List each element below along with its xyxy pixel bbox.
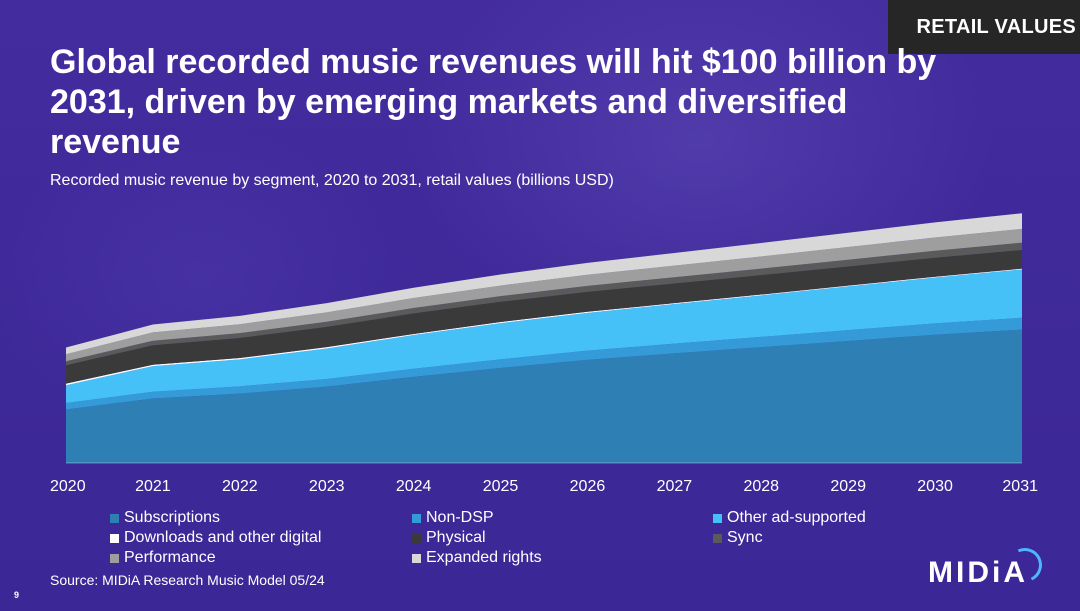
page-number: 9 (14, 590, 20, 600)
legend-label: Expanded rights (426, 549, 542, 566)
legend-label: Subscriptions (124, 509, 221, 526)
x-tick-label: 2029 (830, 478, 866, 495)
legend-label: Performance (124, 549, 216, 566)
legend-item: Downloads and other digital (110, 528, 321, 548)
section-tag: RETAIL VALUES (888, 0, 1080, 54)
legend-label: Other ad-supported (727, 509, 866, 526)
legend-label: Physical (426, 529, 486, 546)
area-physical (66, 249, 1022, 384)
x-tick-label: 2020 (50, 478, 86, 495)
x-tick-label: 2028 (743, 478, 779, 495)
legend-swatch (110, 533, 119, 543)
x-tick-label: 2021 (135, 478, 171, 495)
x-tick-label: 2024 (396, 478, 432, 495)
area-expanded-rights (66, 213, 1022, 355)
area-subscriptions (66, 329, 1022, 463)
x-tick-label: 2026 (570, 478, 606, 495)
legend-item: Performance (110, 548, 216, 568)
area-non-dsp (66, 317, 1022, 410)
x-tick-label: 2025 (483, 478, 519, 495)
legend-swatch (110, 553, 119, 563)
legend-swatch (713, 513, 722, 523)
chart-legend: Subscriptions Non-DSP Other ad-supported Do… (110, 508, 910, 570)
x-axis-ticks: 2020 2021 2022 2023 2024 2025 2026 2027 2028 2029… (50, 478, 1038, 495)
chart-subtitle: Recorded music revenue by segment, 2020 … (50, 172, 614, 189)
x-tick-label: 2023 (309, 478, 345, 495)
legend-label: Sync (727, 529, 763, 546)
area-performance (66, 228, 1022, 362)
legend-item: Physical (412, 528, 486, 548)
x-tick-label: 2030 (917, 478, 953, 495)
area-other-ad-supported (66, 269, 1022, 404)
legend-swatch (412, 513, 421, 523)
legend-item: Expanded rights (412, 548, 542, 568)
legend-item: Other ad-supported (713, 508, 866, 528)
legend-swatch (110, 513, 119, 523)
legend-item: Non-DSP (412, 508, 494, 528)
x-tick-label: 2022 (222, 478, 258, 495)
area-sync (66, 242, 1022, 366)
legend-item: Sync (713, 528, 763, 548)
x-tick-label: 2027 (657, 478, 693, 495)
legend-label: Non-DSP (426, 509, 494, 526)
legend-label: Downloads and other digital (124, 529, 322, 546)
midia-logo: MIDiA (928, 556, 1028, 589)
legend-swatch (412, 553, 421, 563)
legend-item: Subscriptions (110, 508, 220, 528)
x-tick-label: 2031 (1002, 478, 1038, 495)
page-title: Global recorded music revenues will hit … (50, 43, 937, 161)
legend-swatch (713, 533, 722, 543)
chart-areas (66, 213, 1022, 463)
source-note: Source: MIDiA Research Music Model 05/24 (50, 572, 325, 588)
legend-swatch (412, 533, 421, 543)
